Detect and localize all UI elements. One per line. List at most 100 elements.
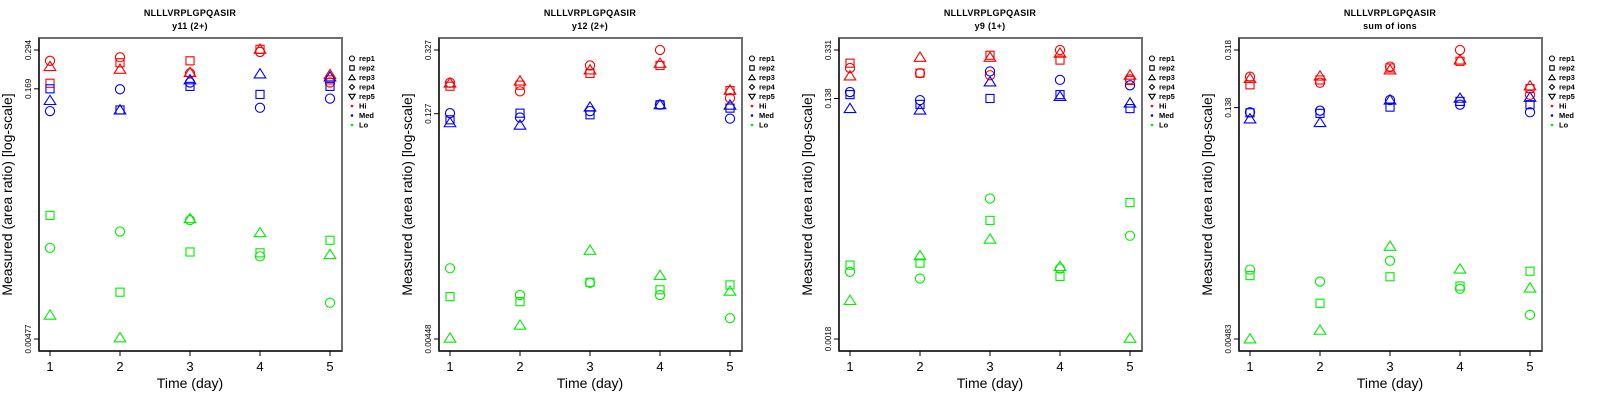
legend-diamond-icon	[1548, 83, 1556, 91]
point-med-rep2-day5	[725, 103, 735, 113]
point-lo-rep2-day1	[445, 292, 455, 302]
x-tick-label: 2	[116, 359, 123, 374]
point-hi-rep1-day4	[1454, 44, 1466, 56]
point-lo-rep3-day3	[183, 212, 197, 224]
point-lo-rep2-day3	[985, 215, 995, 225]
point-hi-rep3-day5	[323, 68, 337, 80]
point-lo-rep2-day4	[1055, 271, 1065, 282]
legend-label-hi: Hi	[759, 102, 767, 111]
y-tick-label: 0.00448	[424, 324, 433, 353]
y-tick-label: 0.331	[824, 39, 833, 60]
point-med-rep3-day3	[983, 75, 997, 87]
point-hi-rep2-day1	[45, 78, 55, 88]
chart-panel-1: NLLLVRPLGPQASIR y11 (2+) 1 2 3 4 5 0.294 0.169 0.…	[0, 8, 376, 391]
point-lo-rep1-day4	[654, 289, 666, 301]
y-axis-label: Measured (area ratio) [log-scale]	[1199, 93, 1215, 295]
legend-dot-hi-icon	[750, 104, 754, 108]
chart-subtitle: y11 (2+)	[172, 21, 208, 31]
point-med-rep3-day4	[1453, 91, 1467, 103]
legend-triangle-up-icon	[1547, 73, 1557, 81]
chart-panel-3: NLLLVRPLGPQASIR y9 (1+) 1 2 3 4 5 0.331 0.138 0.0…	[799, 8, 1176, 391]
point-hi-rep3-day3	[183, 66, 197, 78]
point-lo-rep1-day3	[184, 214, 196, 226]
chart-title: NLLLVRPLGPQASIR	[1344, 8, 1437, 18]
point-med-rep2-day5	[1525, 100, 1535, 110]
point-lo-rep3-day2	[113, 331, 127, 343]
legend-circle-icon	[748, 55, 756, 62]
x-axis-label: Time (day)	[157, 375, 223, 391]
point-hi-rep1-day1	[844, 62, 856, 74]
y-tick-label: 0.0018	[824, 326, 833, 351]
legend-label-rep1: rep1	[1159, 54, 1175, 63]
y-axis-label: Measured (area ratio) [log-scale]	[0, 93, 15, 295]
x-tick-label: 1	[446, 359, 453, 374]
point-hi-rep1-day2	[114, 52, 126, 63]
point-med-rep3-day1	[43, 94, 57, 106]
point-lo-rep3-day4	[253, 226, 267, 238]
point-lo-rep3-day4	[1053, 260, 1067, 272]
legend-triangle-up-icon	[1147, 73, 1157, 81]
point-lo-rep1-day3	[984, 193, 996, 204]
point-lo-rep2-day3	[1385, 272, 1395, 282]
point-lo-rep1-day4	[1054, 263, 1066, 274]
legend-circle-icon	[1548, 55, 1556, 62]
point-med-rep2-day2	[515, 108, 525, 118]
point-hi-rep2-day4	[1055, 55, 1065, 65]
point-lo-rep1-day5	[324, 297, 336, 308]
point-hi-rep1-day1	[44, 55, 56, 66]
point-lo-rep3-day5	[1123, 332, 1137, 343]
legend-dot-hi-icon	[350, 104, 354, 108]
y-axis-label: Measured (area ratio) [log-scale]	[399, 93, 415, 295]
y-tick-label: 0.294	[24, 39, 33, 60]
point-med-rep3-day4	[253, 67, 267, 79]
point-hi-rep1-day2	[514, 86, 526, 97]
point-lo-rep3-day3	[983, 232, 997, 244]
legend-dot-lo-icon	[350, 123, 354, 127]
legend-label-rep3: rep3	[1159, 73, 1175, 82]
point-lo-rep2-day1	[45, 210, 55, 220]
legend-label-rep5: rep5	[1159, 92, 1175, 101]
x-tick-label: 5	[1126, 359, 1133, 374]
legend-label-rep3: rep3	[359, 73, 375, 82]
point-lo-rep3-day1	[1243, 332, 1257, 344]
point-med-rep3-day1	[1243, 112, 1257, 124]
legend-square-icon	[1549, 65, 1555, 71]
point-med-rep3-day2	[113, 103, 127, 115]
legend-dot-lo-icon	[750, 123, 754, 127]
point-med-rep3-day4	[1053, 90, 1067, 102]
point-lo-rep3-day5	[323, 248, 337, 260]
legend-dot-hi-icon	[1150, 104, 1154, 108]
legend-label-rep3: rep3	[759, 73, 775, 82]
point-med-rep3-day1	[843, 102, 857, 114]
x-tick-label: 3	[1386, 359, 1393, 374]
point-lo-rep3-day3	[1383, 239, 1397, 251]
point-hi-rep3-day1	[843, 69, 857, 81]
point-med-rep2-day2	[915, 99, 925, 110]
point-med-rep1-day5	[1524, 107, 1536, 118]
point-med-rep3-day3	[583, 100, 597, 112]
point-hi-rep2-day5	[1125, 75, 1135, 86]
point-lo-rep2-day5	[1125, 197, 1135, 208]
point-hi-rep3-day2	[513, 74, 527, 86]
legend-label-rep4: rep4	[1159, 83, 1176, 92]
point-med-rep1-day4	[1454, 99, 1466, 110]
point-lo-rep1-day5	[1124, 230, 1136, 241]
x-tick-label: 4	[1456, 359, 1463, 374]
legend-label-rep2: rep2	[1559, 64, 1575, 73]
point-med-rep2-day2	[1315, 108, 1325, 118]
point-lo-rep2-day2	[1315, 298, 1325, 308]
y-tick-label: 0.138	[824, 88, 833, 109]
legend-label-med: Med	[1559, 111, 1574, 120]
legend-dot-med-icon	[350, 114, 354, 117]
legend-diamond-icon	[348, 83, 356, 91]
x-tick-label: 2	[516, 359, 523, 374]
x-tick-label: 5	[726, 359, 733, 374]
x-tick-label: 1	[846, 359, 853, 374]
plot-frame	[38, 37, 343, 352]
point-lo-rep3-day3	[583, 244, 597, 255]
x-tick-label: 2	[1316, 359, 1323, 374]
point-med-rep3-day2	[513, 118, 527, 130]
point-lo-rep3-day4	[1453, 262, 1467, 274]
